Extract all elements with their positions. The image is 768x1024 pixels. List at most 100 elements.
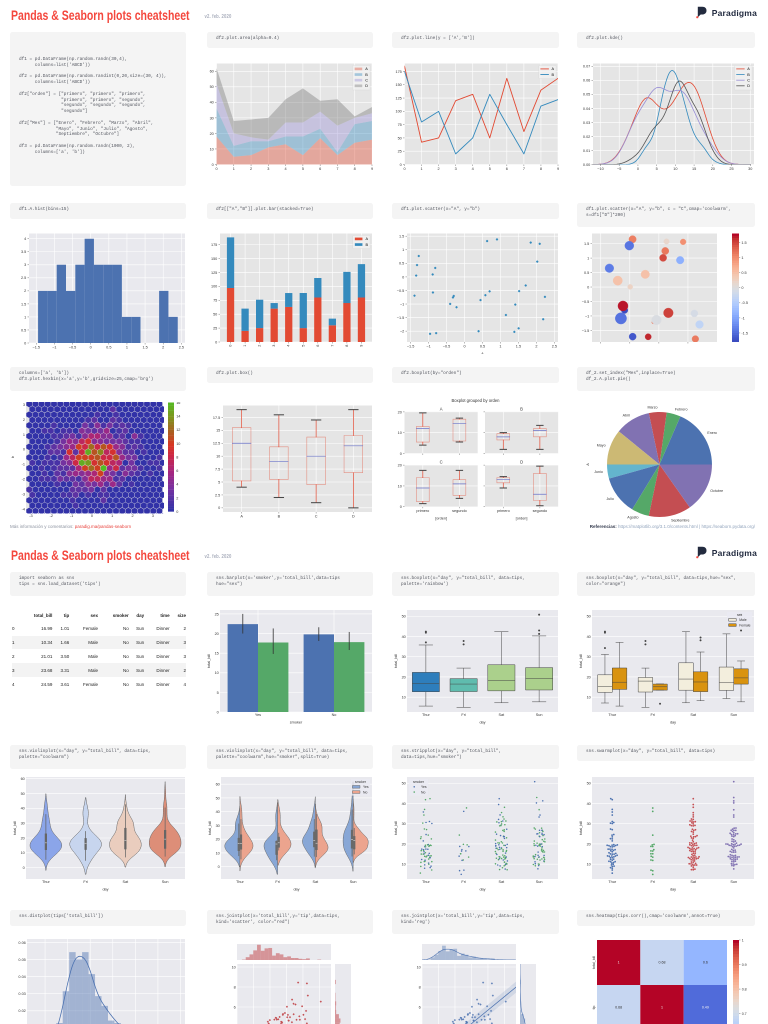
svg-text:-2: -2 [50,514,53,518]
svg-text:Sat: Sat [690,713,697,717]
svg-text:14: 14 [176,415,180,419]
svg-text:2.5: 2.5 [552,344,557,348]
svg-text:0.5: 0.5 [106,345,111,349]
svg-text:Thur: Thur [42,880,51,884]
svg-text:B: B [520,406,523,411]
svg-text:30: 30 [402,655,406,659]
svg-text:2: 2 [131,514,133,518]
svg-text:A: A [365,237,368,241]
svg-text:B: B [392,286,393,289]
svg-text:0.05: 0.05 [583,93,590,97]
svg-text:A: A [551,67,554,71]
svg-text:tip: tip [592,1006,596,1010]
svg-text:−1.5: −1.5 [33,345,41,349]
svg-text:3: 3 [152,514,154,518]
svg-text:Mayo: Mayo [597,443,606,447]
svg-text:125: 125 [211,271,217,275]
svg-text:0: 0 [91,514,93,518]
svg-text:6: 6 [316,345,320,347]
svg-text:6: 6 [319,167,321,171]
svg-text:Fri: Fri [83,880,88,884]
svg-text:0.6: 0.6 [703,960,708,964]
svg-text:7: 7 [336,167,338,171]
svg-text:B: B [551,73,554,77]
svg-text:0.68: 0.68 [615,1005,622,1009]
svg-text:20: 20 [402,842,406,846]
svg-text:175: 175 [395,70,401,74]
svg-text:No: No [421,790,425,794]
svg-text:−10: −10 [597,167,603,171]
svg-text:Fri: Fri [461,880,466,884]
svg-text:10: 10 [398,431,402,435]
svg-text:total_bill: total_bill [579,654,583,668]
svg-text:9: 9 [371,167,373,171]
svg-text:2: 2 [258,345,262,347]
svg-text:−5: −5 [617,167,621,171]
svg-text:0.03: 0.03 [18,992,25,996]
svg-text:3: 3 [455,167,457,171]
svg-text:C: C [440,460,443,465]
svg-text:40: 40 [210,101,214,105]
svg-text:−1: −1 [400,302,404,306]
svg-text:0: 0 [637,167,639,171]
svg-text:30: 30 [21,822,25,826]
svg-text:0.03: 0.03 [583,121,590,125]
svg-text:10: 10 [417,965,421,969]
svg-text:0: 0 [23,448,25,452]
svg-text:2: 2 [438,167,440,171]
svg-text:0.9: 0.9 [742,963,747,967]
svg-text:Thur: Thur [608,880,617,884]
svg-text:4: 4 [24,237,26,241]
svg-text:[orden]: [orden] [516,517,528,521]
svg-text:-0.5: -0.5 [741,301,748,305]
svg-text:2: 2 [24,289,26,293]
svg-text:3: 3 [272,345,276,347]
svg-text:3.5: 3.5 [21,250,26,254]
svg-text:Sun: Sun [730,880,737,884]
svg-text:−1.5: −1.5 [397,316,405,320]
svg-text:20: 20 [711,167,715,171]
svg-text:20: 20 [587,675,591,679]
svg-text:0: 0 [587,285,589,289]
svg-text:10: 10 [21,851,25,855]
svg-text:Thur: Thur [422,880,431,884]
svg-text:Boxplot grouped by orden: Boxplot grouped by orden [452,398,501,403]
svg-text:Male: Male [739,618,746,622]
svg-text:2: 2 [250,167,252,171]
svg-text:C: C [747,79,750,83]
svg-text:10: 10 [215,671,219,675]
svg-text:20: 20 [215,632,219,636]
svg-text:7: 7 [330,345,334,347]
svg-text:−1: −1 [52,345,56,349]
svg-text:5: 5 [489,167,491,171]
svg-text:100: 100 [395,110,401,114]
svg-text:−0.5: −0.5 [69,345,77,349]
svg-text:50: 50 [398,136,402,140]
svg-text:D: D [352,514,355,518]
svg-text:A: A [481,351,484,354]
svg-text:0: 0 [400,505,402,509]
svg-text:1: 1 [233,167,235,171]
svg-text:0: 0 [229,345,233,347]
svg-text:10: 10 [673,167,677,171]
svg-text:0: 0 [215,340,217,344]
svg-text:Fri: Fri [461,713,466,717]
svg-text:0.5: 0.5 [480,344,485,348]
svg-text:−1: −1 [585,314,589,318]
svg-text:total_bill: total_bill [394,821,398,835]
svg-text:125: 125 [395,96,401,100]
svg-text:7.5: 7.5 [215,467,220,471]
svg-text:15: 15 [215,652,219,656]
svg-text:5: 5 [656,167,658,171]
svg-text:3: 3 [267,167,269,171]
svg-text:150: 150 [395,83,401,87]
svg-text:No: No [332,713,337,717]
svg-text:0.02: 0.02 [583,135,590,139]
svg-text:60: 60 [216,783,220,787]
svg-text:0: 0 [741,286,743,290]
svg-text:Thur: Thur [422,713,431,717]
svg-text:0.5: 0.5 [399,262,404,266]
svg-text:4: 4 [287,345,291,347]
svg-text:A: A [365,67,368,71]
svg-text:Febrero: Febrero [675,407,688,411]
